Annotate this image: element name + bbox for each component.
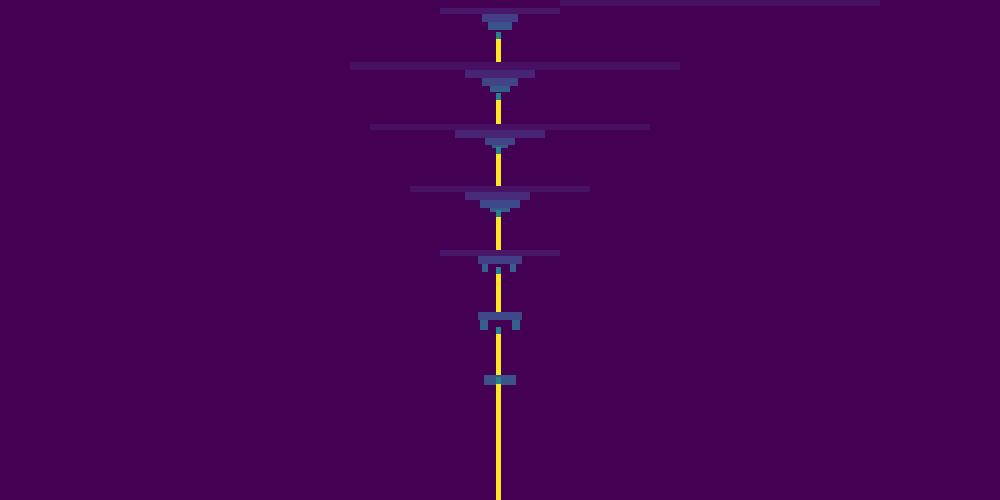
heat-cell bbox=[512, 320, 520, 330]
heat-cell bbox=[350, 62, 680, 70]
heat-cell bbox=[485, 138, 515, 145]
heat-cell bbox=[465, 70, 535, 78]
heat-cell bbox=[482, 14, 518, 22]
heat-cell bbox=[496, 327, 501, 334]
heat-cell bbox=[496, 377, 501, 384]
heat-cell bbox=[496, 147, 501, 154]
heat-cell bbox=[496, 267, 501, 274]
heat-cell bbox=[482, 78, 518, 86]
heat-cell bbox=[455, 130, 545, 138]
chart bbox=[0, 0, 1000, 500]
heat-cell bbox=[478, 312, 522, 320]
heat-cell bbox=[465, 192, 530, 200]
heat-cell bbox=[496, 39, 501, 63]
background bbox=[0, 0, 1000, 500]
heat-cell bbox=[480, 320, 488, 330]
heat-cell bbox=[496, 210, 501, 217]
heat-cell bbox=[496, 334, 501, 376]
heat-cell bbox=[510, 264, 516, 272]
heat-cell bbox=[410, 186, 590, 192]
plot-area bbox=[0, 0, 1000, 500]
heat-cell bbox=[496, 154, 501, 187]
heat-cell bbox=[484, 375, 516, 385]
heat-cell bbox=[496, 32, 501, 39]
heat-cell bbox=[560, 0, 880, 6]
heat-cell bbox=[370, 124, 650, 130]
heat-cell bbox=[478, 256, 522, 264]
heat-cell bbox=[496, 384, 501, 500]
heat-cell bbox=[482, 264, 488, 272]
heat-cell bbox=[440, 250, 560, 256]
heat-cell bbox=[496, 217, 501, 251]
heat-cell bbox=[496, 100, 501, 125]
heat-cell bbox=[488, 22, 512, 30]
heat-cell bbox=[440, 8, 560, 14]
heat-cell bbox=[496, 274, 501, 313]
heat-cell bbox=[480, 200, 520, 208]
heat-cell bbox=[490, 86, 510, 92]
heat-cell bbox=[496, 93, 501, 100]
